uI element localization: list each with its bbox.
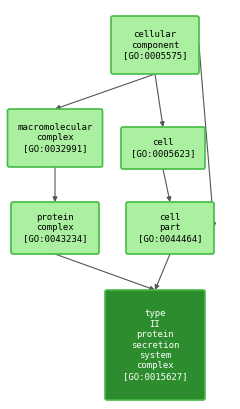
FancyBboxPatch shape [7,109,102,167]
Text: cellular
component
[GO:0005575]: cellular component [GO:0005575] [123,30,187,60]
FancyBboxPatch shape [105,290,205,400]
Text: type
II
protein
secretion
system
complex
[GO:0015627]: type II protein secretion system complex… [123,309,187,381]
FancyBboxPatch shape [126,202,214,254]
FancyBboxPatch shape [111,16,199,74]
Text: protein
complex
[GO:0043234]: protein complex [GO:0043234] [23,213,87,243]
FancyBboxPatch shape [11,202,99,254]
Text: cell
[GO:0005623]: cell [GO:0005623] [131,138,195,158]
Text: cell
part
[GO:0044464]: cell part [GO:0044464] [138,213,202,243]
FancyBboxPatch shape [121,127,205,169]
Text: macromolecular
complex
[GO:0032991]: macromolecular complex [GO:0032991] [17,123,93,153]
